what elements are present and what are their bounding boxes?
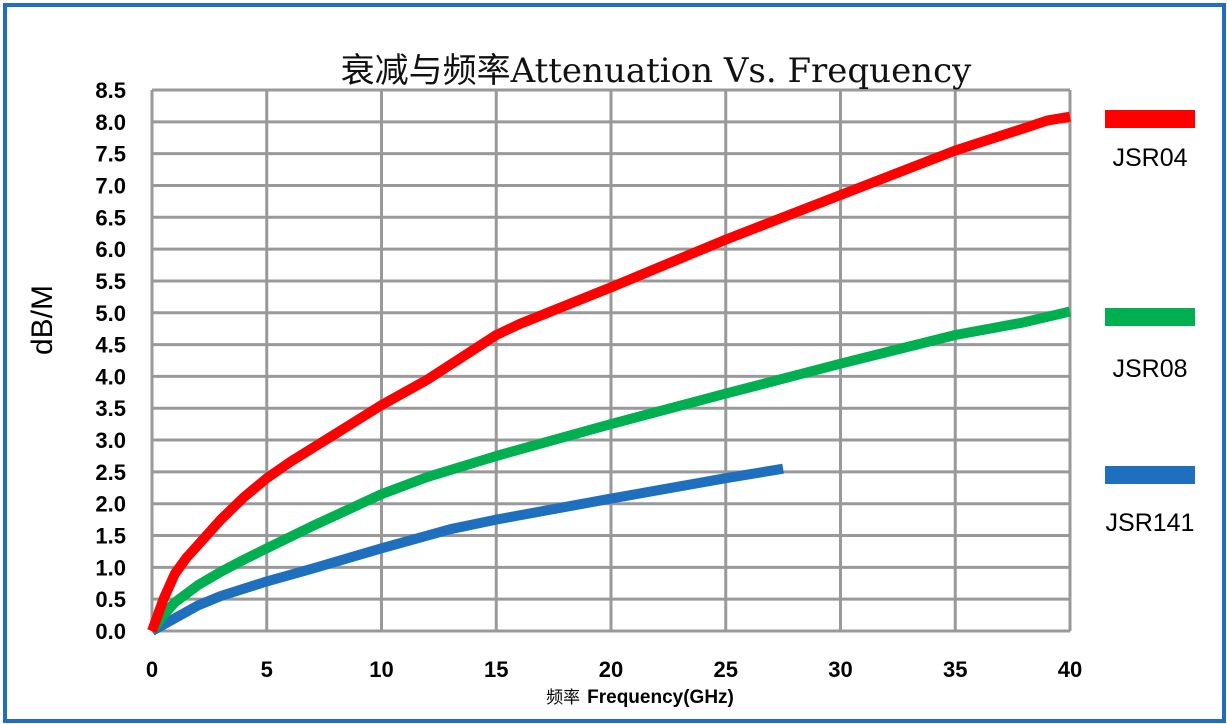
x-axis-label-text: Frequency(GHz) [587,687,734,708]
legend-label-jsr141: JSR141 [1106,509,1195,537]
series-line-jsr04 [147,111,1071,633]
legend: JSR04 JSR08 JSR141 [1105,110,1195,537]
grid [150,88,1072,633]
x-axis-label: 频率 Frequency(GHz) [546,687,734,708]
y-tick-label: 4.5 [95,333,126,358]
x-tick-label: 20 [599,657,623,682]
y-tick-label: 7.5 [95,142,126,167]
y-tick-label: 2.0 [95,492,126,517]
chart-title: 衰减与频率Attenuation Vs. Frequency [341,51,972,91]
x-tick-label: 5 [261,657,273,682]
y-tick-label: 0.5 [95,587,126,612]
legend-swatch-jsr08 [1105,308,1195,326]
legend-swatch-jsr04 [1105,110,1195,128]
x-axis-label-prefix: 频率 [546,688,580,708]
y-tick-label: 6.5 [95,205,126,230]
series-line-jsr08 [147,306,1072,634]
y-tick-label: 2.5 [95,460,126,485]
y-tick-label: 1.5 [95,524,126,549]
series-line-jsr141 [149,463,784,636]
y-tick-label: 1.0 [95,555,126,580]
y-axis-label: dB/M [26,285,59,355]
y-tick-label: 3.5 [95,396,126,421]
legend-swatch-jsr141 [1105,466,1195,484]
x-tick-label: 30 [828,657,852,682]
y-tick-label: 5.5 [95,269,126,294]
y-tick-label: 3.0 [95,428,126,453]
y-tick-labels: 0.0 0.5 1.0 1.5 2.0 2.5 3.0 3.5 4.0 4.5 5.0 5.5 6.0 6… [95,78,126,644]
y-tick-label: 6.0 [95,237,126,262]
series-lines [147,111,1072,636]
y-tick-label: 0.0 [95,619,126,644]
y-tick-label: 8.0 [95,110,126,135]
y-tick-label: 5.0 [95,301,126,326]
legend-label-jsr08: JSR08 [1112,355,1187,383]
x-tick-label: 10 [369,657,393,682]
x-tick-label: 0 [146,657,158,682]
x-tick-label: 35 [943,657,967,682]
y-tick-label: 7.0 [95,173,126,198]
x-tick-label: 25 [714,657,738,682]
legend-label-jsr04: JSR04 [1112,144,1187,172]
y-tick-label: 4.0 [95,364,126,389]
x-tick-label: 15 [484,657,508,682]
y-tick-label: 8.5 [95,78,126,103]
x-tick-labels: 0 5 10 15 20 25 30 35 40 [146,657,1082,682]
x-tick-label: 40 [1058,657,1082,682]
